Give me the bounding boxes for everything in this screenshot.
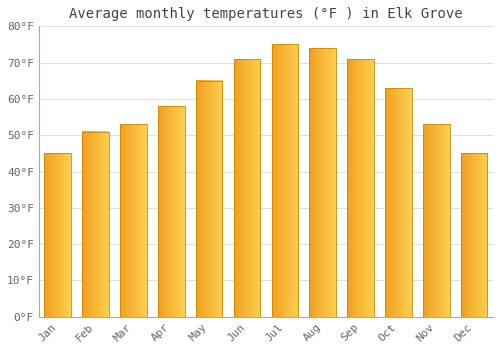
Bar bbox=[82, 132, 109, 317]
Title: Average monthly temperatures (°F ) in Elk Grove: Average monthly temperatures (°F ) in El… bbox=[69, 7, 462, 21]
Bar bbox=[44, 153, 71, 317]
Bar bbox=[310, 48, 336, 317]
Bar bbox=[461, 153, 487, 317]
Bar bbox=[158, 106, 184, 317]
Bar bbox=[423, 124, 450, 317]
Bar bbox=[272, 44, 298, 317]
Bar bbox=[120, 124, 146, 317]
Bar bbox=[385, 88, 411, 317]
Bar bbox=[196, 81, 222, 317]
Bar bbox=[234, 59, 260, 317]
Bar bbox=[348, 59, 374, 317]
